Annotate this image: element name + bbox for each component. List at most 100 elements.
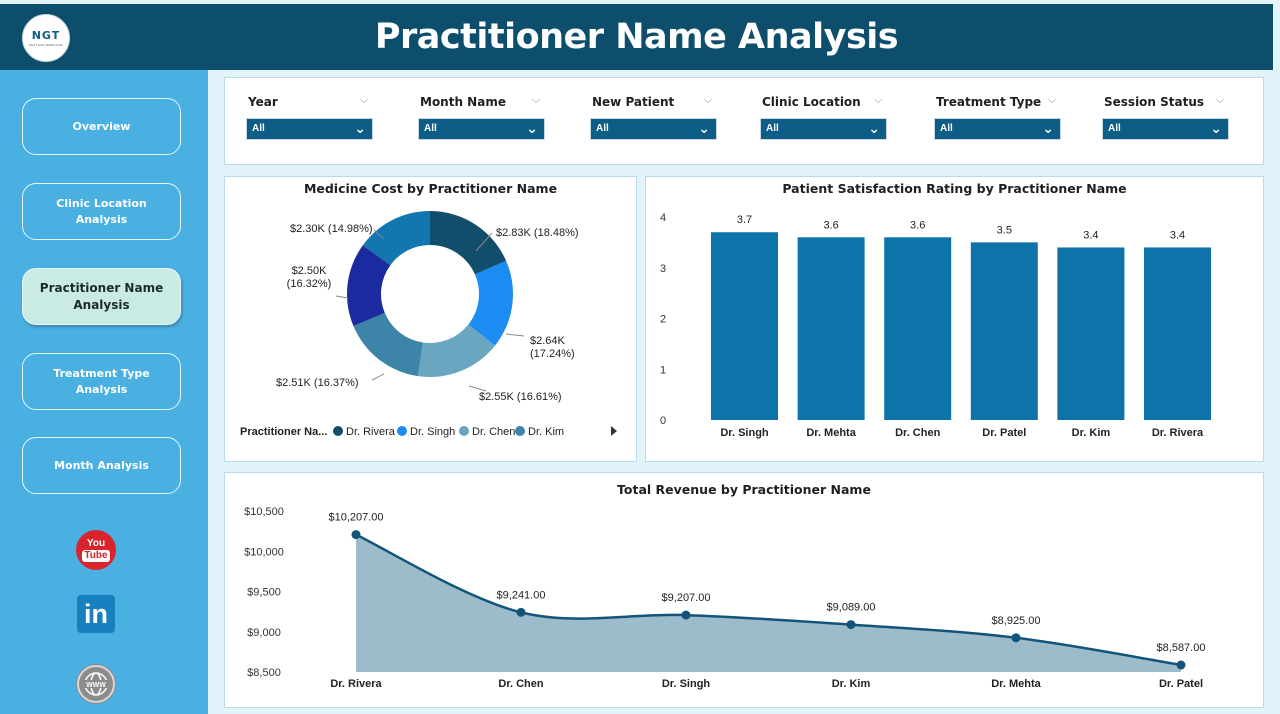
- bar-data-label: 3.4: [1083, 229, 1098, 241]
- donut-leader-line: [371, 373, 385, 381]
- revenue-point[interactable]: [681, 610, 691, 620]
- donut-slice[interactable]: [353, 312, 423, 377]
- y-axis-tick-label: $10,500: [244, 506, 284, 518]
- chevron-down-icon: ⌄: [1210, 120, 1222, 136]
- revenue-point[interactable]: [1176, 660, 1186, 670]
- x-axis-category-label: Dr. Kim: [1072, 427, 1111, 439]
- legend-title: Practitioner Na...: [240, 426, 327, 438]
- donut-leader-line: [468, 385, 487, 392]
- legend-item-label[interactable]: Dr. Chen: [472, 426, 515, 438]
- chevron-down-icon: ⌄: [526, 120, 538, 136]
- bar[interactable]: [797, 237, 865, 420]
- donut-slice[interactable]: [362, 211, 430, 266]
- filter-dropdown-treatment-type[interactable]: All ⌄: [934, 118, 1061, 140]
- bar[interactable]: [970, 242, 1038, 420]
- filter-label-new-patient: New Patient: [592, 95, 675, 109]
- filter-label-month-name: Month Name: [420, 95, 506, 109]
- chevron-down-icon: ⌄: [354, 120, 366, 136]
- revenue-data-label: $9,241.00: [497, 589, 546, 601]
- filter-dropdown-clinic-location[interactable]: All ⌄: [760, 118, 887, 140]
- legend-item-label[interactable]: Dr. Rivera: [346, 426, 396, 438]
- filter-collapse-chevron-icon[interactable]: ⌵: [532, 94, 541, 106]
- filter-value: All: [1108, 123, 1121, 134]
- x-axis-category-label: Dr. Singh: [720, 427, 769, 439]
- donut-data-label: $2.64K: [530, 335, 566, 347]
- donut-slice[interactable]: [430, 211, 507, 275]
- chevron-down-icon: ⌄: [698, 120, 710, 136]
- donut-leader-line: [475, 232, 493, 252]
- legend-swatch: [333, 426, 343, 436]
- filter-dropdown-new-patient[interactable]: All ⌄: [590, 118, 717, 140]
- donut-leader-line: [335, 295, 349, 299]
- bar[interactable]: [1057, 247, 1125, 420]
- x-axis-category-label: Dr. Chen: [498, 678, 544, 690]
- revenue-area-fill: [356, 534, 1181, 672]
- revenue-data-label: $9,207.00: [662, 592, 711, 604]
- legend-swatch: [459, 426, 469, 436]
- chevron-down-icon: ⌄: [1042, 120, 1054, 136]
- donut-slice[interactable]: [347, 245, 391, 327]
- satisfaction-title: Patient Satisfaction Rating by Practitio…: [782, 181, 1127, 196]
- revenue-point[interactable]: [846, 620, 856, 630]
- filter-collapse-chevron-icon[interactable]: ⌵: [1216, 94, 1225, 106]
- filter-label-year: Year: [248, 95, 278, 109]
- filter-value: All: [940, 123, 953, 134]
- filter-dropdown-session-status[interactable]: All ⌄: [1102, 118, 1229, 140]
- donut-slice[interactable]: [417, 324, 495, 377]
- bar[interactable]: [1144, 247, 1211, 420]
- donut-data-label: $2.83K (18.48%): [496, 227, 579, 239]
- filter-collapse-chevron-icon[interactable]: ⌵: [1048, 94, 1057, 106]
- nav-treatment-type-button[interactable]: Treatment Type Analysis: [22, 353, 181, 410]
- nav-month-analysis-button[interactable]: Month Analysis: [22, 437, 181, 494]
- y-axis-tick-label: 0: [660, 415, 666, 427]
- legend-next-arrow-icon[interactable]: [611, 426, 617, 436]
- youtube-label-bottom: Tube: [82, 549, 110, 562]
- website-icon[interactable]: WWW: [76, 664, 116, 704]
- nav-clinic-location-button[interactable]: Clinic Location Analysis: [22, 183, 181, 240]
- legend-item-label[interactable]: Dr. Kim: [528, 426, 564, 438]
- nav-overview-button[interactable]: Overview: [22, 98, 181, 155]
- donut-slice[interactable]: [468, 260, 513, 346]
- company-logo: NGT NEXT GEN TEMPLATES: [22, 14, 70, 62]
- medicine-cost-title: Medicine Cost by Practitioner Name: [303, 181, 558, 196]
- bar[interactable]: [711, 232, 778, 420]
- revenue-line: [355, 533, 1182, 667]
- filter-value: All: [424, 123, 437, 134]
- medicine-cost-donut-chart: $2.83K (18.48%) $2.64K(17.24%) $2.55K (16.…: [240, 211, 617, 438]
- y-axis-tick-label: 2: [660, 314, 666, 326]
- logo-subtext: NEXT GEN TEMPLATES: [29, 43, 63, 47]
- donut-data-label: (17.24%): [530, 348, 575, 360]
- filter-collapse-chevron-icon[interactable]: ⌵: [704, 94, 713, 106]
- legend-item-label[interactable]: Dr. Singh: [410, 426, 455, 438]
- filter-label-session-status: Session Status: [1104, 95, 1205, 109]
- filter-collapse-chevron-icon[interactable]: ⌵: [874, 94, 883, 106]
- revenue-point[interactable]: [516, 607, 526, 617]
- x-axis-category-label: Dr. Kim: [832, 678, 871, 690]
- y-axis-tick-label: 3: [660, 263, 666, 275]
- donut-data-label: $2.55K (16.61%): [479, 391, 562, 403]
- x-axis-category-label: Dr. Rivera: [1152, 427, 1204, 439]
- legend-swatch: [397, 426, 407, 436]
- x-axis-category-label: Dr. Mehta: [991, 678, 1041, 690]
- donut-data-label: $2.30K (14.98%): [290, 223, 373, 235]
- filter-collapse-chevron-icon[interactable]: ⌵: [360, 94, 369, 106]
- filter-label-treatment-type: Treatment Type: [936, 95, 1042, 109]
- revenue-point[interactable]: [351, 530, 361, 540]
- chevron-down-icon: ⌄: [868, 120, 880, 136]
- x-axis-category-label: Dr. Singh: [662, 678, 711, 690]
- revenue-point[interactable]: [1011, 633, 1021, 643]
- filter-label-clinic-location: Clinic Location: [762, 95, 861, 109]
- nav-practitioner-name-button[interactable]: Practitioner Name Analysis: [22, 268, 181, 325]
- linkedin-icon[interactable]: in: [77, 595, 115, 633]
- x-axis-category-label: Dr. Chen: [895, 427, 941, 439]
- logo-text: NGT: [31, 29, 61, 42]
- y-axis-tick-label: $8,500: [247, 667, 281, 679]
- filter-dropdown-year[interactable]: All ⌄: [246, 118, 373, 140]
- revenue-data-label: $9,089.00: [827, 602, 876, 614]
- bar[interactable]: [884, 237, 952, 420]
- youtube-label-top: You: [86, 537, 106, 549]
- youtube-icon[interactable]: You Tube: [76, 530, 116, 570]
- bar-data-label: 3.6: [910, 219, 925, 231]
- filter-dropdown-month-name[interactable]: All ⌄: [418, 118, 545, 140]
